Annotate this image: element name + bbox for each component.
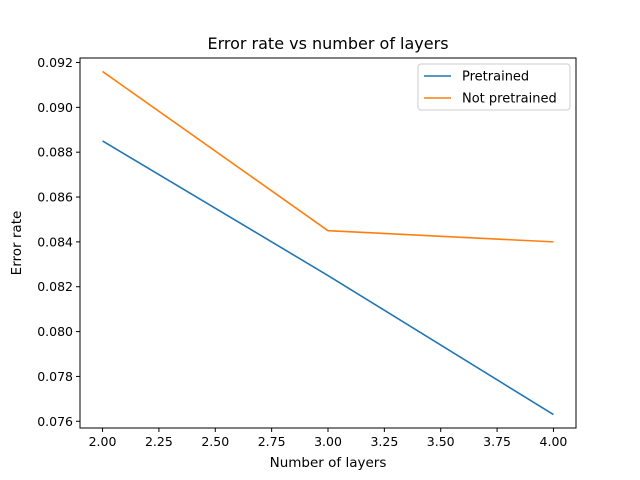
x-tick-label: 3.00 <box>314 434 342 449</box>
y-tick-label: 0.080 <box>37 324 73 339</box>
x-tick-label: 4.00 <box>540 434 568 449</box>
series-line-2 <box>102 70 554 243</box>
x-axis-label: Number of layers <box>270 455 387 471</box>
y-tick-label: 0.082 <box>37 279 73 294</box>
x-tick-label: 2.75 <box>258 434 286 449</box>
y-axis-label: Error rate <box>9 211 25 276</box>
y-axis: 0.076 0.078 0.080 0.082 0.084 0.086 0.088 0.090… <box>37 55 80 429</box>
legend-box <box>417 63 571 111</box>
legend-label: Pretrained <box>462 70 529 85</box>
x-tick-label: 2.50 <box>201 434 229 449</box>
x-tick-label: 3.50 <box>427 434 455 449</box>
plot-area <box>102 70 554 416</box>
x-tick-label: 2.25 <box>145 434 173 449</box>
x-tick-label: 3.25 <box>370 434 398 449</box>
legend: Pretrained Not pretrained <box>417 63 571 111</box>
y-tick-label: 0.088 <box>37 145 73 160</box>
y-tick-label: 0.078 <box>37 369 73 384</box>
chart-title: Error rate vs number of layers <box>207 34 448 53</box>
x-tick-label: 2.00 <box>89 434 117 449</box>
legend-label: Not pretrained <box>462 92 557 107</box>
axes-frame <box>79 57 577 429</box>
y-tick-label: 0.092 <box>37 55 73 70</box>
x-tick-label: 3.75 <box>483 434 511 449</box>
y-tick-label: 0.076 <box>37 414 73 429</box>
x-axis: 2.00 2.25 2.50 2.75 3.00 3.25 3.50 3.75 4.00 <box>89 428 568 449</box>
y-tick-label: 0.090 <box>37 100 73 115</box>
y-tick-label: 0.086 <box>37 190 73 205</box>
y-tick-label: 0.084 <box>37 234 73 249</box>
series-line-1 <box>102 140 554 416</box>
